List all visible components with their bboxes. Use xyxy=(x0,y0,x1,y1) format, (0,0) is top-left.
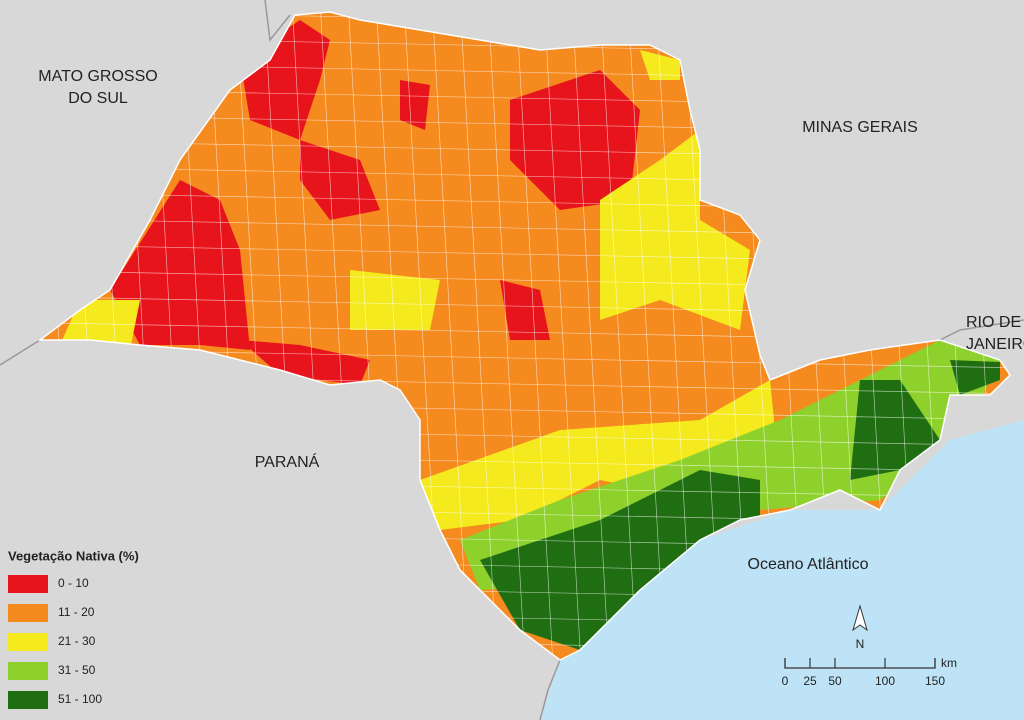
legend-swatch xyxy=(8,575,48,593)
legend-label: 0 - 10 xyxy=(58,576,89,590)
municipal-border xyxy=(543,12,585,660)
municipal-border xyxy=(515,12,557,660)
state-border xyxy=(0,339,41,366)
north-label: N xyxy=(856,637,865,651)
legend-swatch xyxy=(8,691,48,709)
state-border xyxy=(264,0,291,42)
vegetation-zone xyxy=(300,140,380,220)
vegetation-zone xyxy=(640,50,680,80)
municipal-border xyxy=(571,12,613,660)
legend-label: 21 - 30 xyxy=(58,634,96,648)
legend-label: 31 - 50 xyxy=(58,663,96,677)
region-label: Oceano Atlântico xyxy=(748,556,869,573)
legend-label: 51 - 100 xyxy=(58,692,102,706)
vegetation-zone xyxy=(850,380,940,480)
legend-swatch xyxy=(8,604,48,622)
municipal-border xyxy=(459,12,501,660)
legend: Vegetação Nativa (%) 0 - 10 11 - 20 21 - 30… xyxy=(8,548,139,709)
vegetation-zone xyxy=(510,70,640,210)
legend-swatch xyxy=(8,633,48,651)
vegetation-zone xyxy=(950,360,1000,395)
map-labels: MATO GROSSO DO SUL MINAS GERAIS RIO DE JANEI… xyxy=(38,68,1024,573)
municipal-border xyxy=(487,12,529,660)
north-arrow xyxy=(852,604,868,632)
scale-bar: 0 25 50 100 150 km N xyxy=(782,604,957,688)
scale-label: 150 xyxy=(925,674,945,688)
vegetation-zone xyxy=(500,280,550,340)
scale-unit: km xyxy=(941,656,957,670)
region-label: RIO DE xyxy=(966,314,1021,331)
scale-label: 0 xyxy=(782,674,789,688)
vegetation-zone xyxy=(350,270,440,330)
region-label: MINAS GERAIS xyxy=(802,119,918,136)
region-label: PARANÁ xyxy=(255,452,320,471)
legend-swatch xyxy=(8,662,48,680)
region-label: MATO GROSSO xyxy=(38,68,157,85)
region-label: JANEIRO xyxy=(966,336,1024,353)
vegetation-zone xyxy=(400,80,430,130)
legend-label: 11 - 20 xyxy=(58,605,95,619)
vegetation-zone xyxy=(600,130,750,330)
vegetation-zone xyxy=(240,340,370,385)
vegetation-zone xyxy=(480,470,760,650)
state-border xyxy=(539,659,561,720)
ocean xyxy=(540,420,1024,720)
region-label: DO SUL xyxy=(68,90,128,107)
scale-label: 50 xyxy=(828,674,842,688)
scale-label: 25 xyxy=(803,674,817,688)
vegetation-zone xyxy=(60,300,140,350)
scale-label: 100 xyxy=(875,674,895,688)
legend-title: Vegetação Nativa (%) xyxy=(8,548,139,563)
state-border xyxy=(939,319,1024,341)
